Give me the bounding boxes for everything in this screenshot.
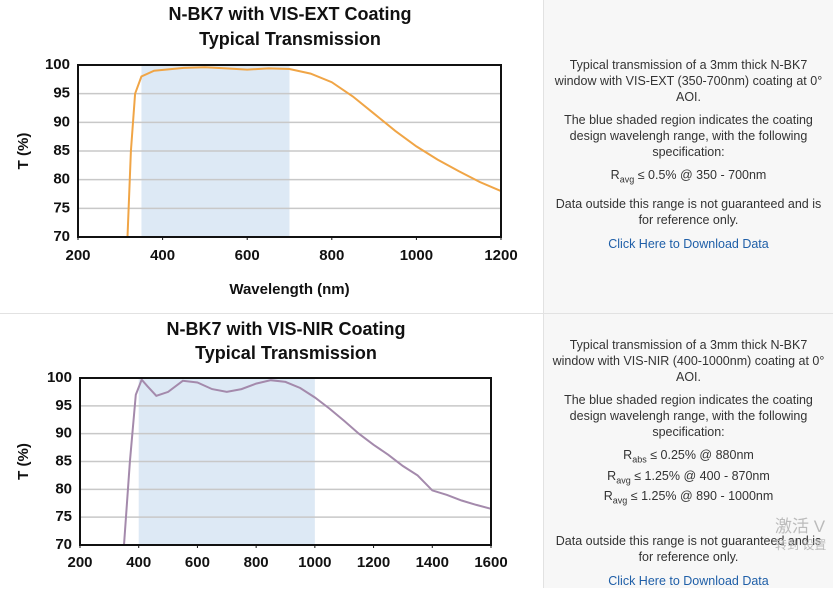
chart-title: N-BK7 with VIS-EXT Coating xyxy=(169,4,412,24)
y-tick-label: 70 xyxy=(53,228,70,245)
x-tick-label: 200 xyxy=(65,247,90,264)
note: Data outside this range is not guarantee… xyxy=(555,533,822,564)
description: The blue shaded region indicates the coa… xyxy=(564,393,813,439)
chart: N-BK7 with VIS-NIR Coating Typical Transm… xyxy=(15,319,508,571)
x-tick-label: 400 xyxy=(126,554,151,571)
y-tick-label: 75 xyxy=(55,508,72,525)
y-tick-label: 85 xyxy=(55,452,72,469)
y-tick-label: 80 xyxy=(53,171,70,188)
spec-symbol: R xyxy=(603,489,613,503)
spec-symbol: R xyxy=(610,168,620,182)
description: Typical transmission of a 3mm thick N-BK… xyxy=(554,58,823,104)
watermark: 转到 设置 xyxy=(775,538,827,552)
y-tick-label: 100 xyxy=(47,369,72,386)
x-tick-label: 800 xyxy=(319,247,344,264)
spec-subscript: abs xyxy=(632,454,647,465)
spec-line: Ravg ≤ 1.25% @ 890 - 1000nm xyxy=(552,488,825,509)
transmission-curve xyxy=(126,66,502,238)
download-link[interactable]: Click Here to Download Data xyxy=(608,236,769,251)
x-tick-label: 800 xyxy=(244,554,269,571)
spec-subscript: avg xyxy=(619,174,635,185)
x-tick-label: 1600 xyxy=(474,554,507,571)
x-tick-label: 1200 xyxy=(484,247,517,264)
info-panel: Typical transmission of a 3mm thick N-BK… xyxy=(543,0,833,313)
y-tick-label: 75 xyxy=(53,199,70,216)
y-tick-label: 95 xyxy=(55,397,72,414)
x-tick-label: 1200 xyxy=(357,554,390,571)
y-tick-label: 100 xyxy=(45,56,70,73)
x-tick-label: 1400 xyxy=(416,554,449,571)
description: The blue shaded region indicates the coa… xyxy=(564,113,813,159)
y-axis-label: T (%) xyxy=(15,133,32,170)
spec-text: ≤ 0.25% @ 880nm xyxy=(650,448,754,462)
x-tick-label: 400 xyxy=(150,247,175,264)
y-tick-label: 95 xyxy=(53,85,70,102)
chart: N-BK7 with VIS-EXT Coating Typical Transm… xyxy=(15,4,518,298)
note: Data outside this range is not guarantee… xyxy=(555,196,822,227)
y-tick-label: 70 xyxy=(55,536,72,553)
x-tick-label: 200 xyxy=(67,554,92,571)
plot-frame xyxy=(79,377,492,546)
spec-symbol: R xyxy=(623,448,633,462)
chart-subtitle: Typical Transmission xyxy=(199,29,381,49)
chart-title: N-BK7 with VIS-NIR Coating xyxy=(167,319,406,339)
spec-text: ≤ 1.25% @ 890 - 1000nm xyxy=(630,489,774,503)
y-tick-label: 90 xyxy=(53,113,70,130)
download-link[interactable]: Click Here to Download Data xyxy=(608,573,769,588)
spec-line: Rabs ≤ 0.25% @ 880nm xyxy=(552,447,825,468)
x-tick-label: 600 xyxy=(185,554,210,571)
spec-subscript: avg xyxy=(616,475,631,485)
watermark: 激活 V xyxy=(775,517,826,536)
x-tick-label: 1000 xyxy=(400,247,433,264)
description: Typical transmission of a 3mm thick N-BK… xyxy=(552,338,825,384)
spec-text: ≤ 1.25% @ 400 - 870nm xyxy=(634,468,770,483)
y-tick-label: 80 xyxy=(55,480,72,497)
transmission-curve xyxy=(123,377,492,546)
spec-line: Ravg ≤ 0.5% @ 350 - 700nm xyxy=(552,167,825,188)
x-axis-label: Wavelength (nm) xyxy=(229,281,349,298)
separator xyxy=(0,313,833,314)
y-axis-label: T (%) xyxy=(15,443,32,480)
y-tick-label: 90 xyxy=(55,425,72,442)
x-tick-label: 1000 xyxy=(298,554,331,571)
y-tick-label: 85 xyxy=(53,142,70,159)
spec-line: Ravg ≤ 1.25% @ 400 - 870nm xyxy=(552,468,825,489)
spec-subscript: avg xyxy=(612,495,628,506)
spec-text: ≤ 0.5% @ 350 - 700nm xyxy=(637,168,767,182)
chart-subtitle: Typical Transmission xyxy=(195,343,377,363)
spec-symbol: R xyxy=(607,468,617,483)
plot-frame xyxy=(77,64,502,238)
info-panel: Typical transmission of a 3mm thick N-BK… xyxy=(543,314,833,588)
x-tick-label: 600 xyxy=(235,247,260,264)
